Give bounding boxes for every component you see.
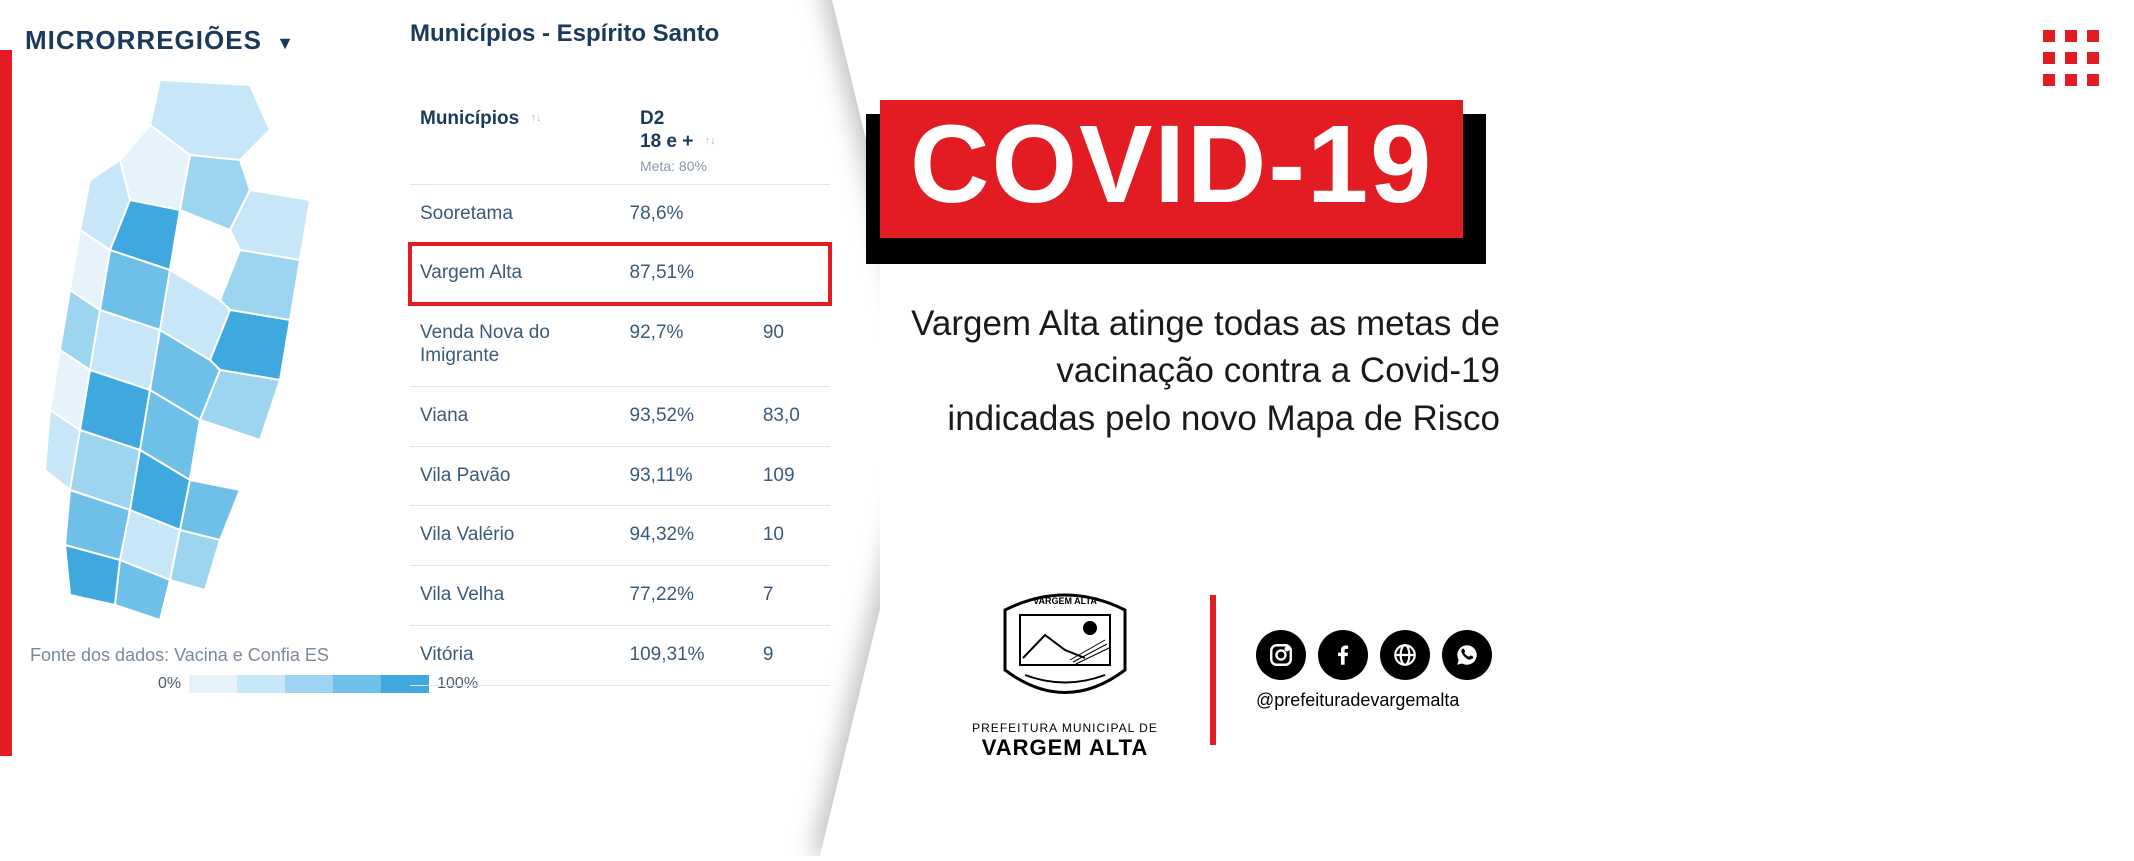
accent-stripe: [0, 50, 12, 756]
cell-municipio: Viana: [420, 405, 630, 428]
col-municipios[interactable]: Municípios ↑↓: [420, 108, 640, 174]
decorative-dots-icon: [2043, 30, 2099, 86]
cell-extra-value: 90: [763, 322, 820, 368]
whatsapp-icon[interactable]: [1442, 630, 1492, 680]
sort-icon: ↑↓: [705, 138, 716, 146]
municipality-table: Municípios - Espírito Santo Municípios ↑…: [410, 20, 830, 686]
svg-text:VARGEM ALTA: VARGEM ALTA: [1033, 596, 1097, 606]
cell-d2-value: 92,7%: [630, 322, 763, 368]
state-map: [40, 70, 380, 630]
region-dropdown-label: MICRORREGIÕES: [25, 25, 262, 55]
legend-swatch-1: [237, 675, 285, 693]
city-seal: VARGEM ALTA PREFEITURA MUNICIPAL DE VARG…: [960, 580, 1170, 761]
legend-min: 0%: [158, 675, 181, 693]
chevron-down-icon: ▼: [276, 33, 295, 53]
right-info-panel: COVID-19 Vargem Alta atinge todas as met…: [880, 0, 2134, 806]
col-municipios-label: Municípios: [420, 108, 519, 129]
cell-municipio: Vila Velha: [420, 584, 630, 607]
cell-municipio: Vargem Alta: [420, 262, 630, 285]
col-d2-meta: Meta: 80%: [640, 158, 780, 174]
cell-d2-value: 77,22%: [630, 584, 763, 607]
cell-municipio: Venda Nova do Imigrante: [420, 322, 630, 368]
region-dropdown[interactable]: MICRORREGIÕES ▼: [25, 25, 295, 56]
social-links: @prefeituradevargemalta: [1256, 630, 1492, 711]
col-d2[interactable]: D2 18 e + ↑↓ Meta: 80%: [640, 108, 780, 174]
table-body: Sooretama78,6%Vargem Alta87,51%Venda Nov…: [410, 185, 830, 686]
col-d2-line1: D2: [640, 108, 664, 129]
cell-extra-value: [763, 262, 820, 285]
social-handle: @prefeituradevargemalta: [1256, 690, 1459, 711]
vertical-divider: [1210, 595, 1216, 745]
cell-d2-value: 93,52%: [630, 405, 763, 428]
cell-municipio: Vitória: [420, 644, 630, 667]
cell-extra-value: 109: [763, 465, 820, 488]
globe-icon[interactable]: [1380, 630, 1430, 680]
seal-icon: VARGEM ALTA: [995, 580, 1135, 710]
table-title: Municípios - Espírito Santo: [410, 20, 830, 48]
headline-text: Vargem Alta atinge todas as metas de vac…: [910, 300, 1500, 442]
cell-d2-value: 93,11%: [630, 465, 763, 488]
table-row[interactable]: Vila Pavão93,11%109: [410, 447, 830, 507]
cell-d2-value: 78,6%: [630, 203, 763, 226]
facebook-icon[interactable]: [1318, 630, 1368, 680]
col-d2-line2: 18 e +: [640, 131, 693, 152]
cell-d2-value: 109,31%: [630, 644, 763, 667]
cell-d2-value: 87,51%: [630, 262, 763, 285]
cell-d2-value: 94,32%: [630, 524, 763, 547]
map-svg: [40, 70, 380, 630]
cell-extra-value: 9: [763, 644, 820, 667]
table-row[interactable]: Viana93,52%83,0: [410, 387, 830, 447]
data-source-label: Fonte dos dados: Vacina e Confia ES: [30, 645, 329, 666]
cell-municipio: Vila Valério: [420, 524, 630, 547]
cell-extra-value: 83,0: [763, 405, 820, 428]
covid-badge-wrapper: COVID-19: [880, 100, 1463, 238]
table-row[interactable]: Vitória109,31%9: [410, 626, 830, 686]
cell-municipio: Vila Pavão: [420, 465, 630, 488]
covid-badge: COVID-19: [880, 100, 1463, 238]
instagram-icon[interactable]: [1256, 630, 1306, 680]
seal-title: VARGEM ALTA: [960, 735, 1170, 761]
footer: VARGEM ALTA PREFEITURA MUNICIPAL DE VARG…: [960, 570, 1520, 770]
legend-swatch-3: [333, 675, 381, 693]
cell-extra-value: 7: [763, 584, 820, 607]
table-row[interactable]: Vila Valério94,32%10: [410, 506, 830, 566]
table-header: Municípios ↑↓ D2 18 e + ↑↓ Meta: 80%: [410, 88, 830, 185]
seal-subtitle: PREFEITURA MUNICIPAL DE: [960, 721, 1170, 735]
left-data-panel: MICRORREGIÕES ▼: [0, 0, 830, 806]
table-row[interactable]: Venda Nova do Imigrante92,7%90: [410, 304, 830, 387]
legend-swatch-2: [285, 675, 333, 693]
cell-municipio: Sooretama: [420, 203, 630, 226]
table-row[interactable]: Sooretama78,6%: [410, 185, 830, 245]
table-row[interactable]: Vila Velha77,22%7: [410, 566, 830, 626]
sort-icon: ↑↓: [531, 115, 542, 123]
cell-extra-value: 10: [763, 524, 820, 547]
table-row[interactable]: Vargem Alta87,51%: [410, 244, 830, 304]
cell-extra-value: [763, 203, 820, 226]
legend-swatch-0: [189, 675, 237, 693]
